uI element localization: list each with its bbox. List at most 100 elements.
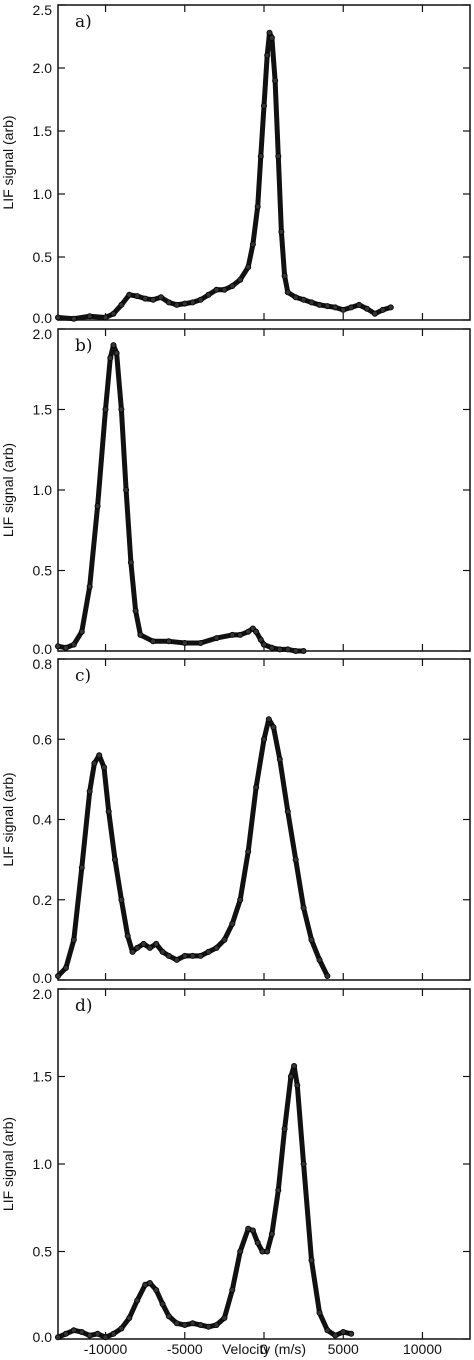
y-axis-label: LIF signal (arb)	[0, 443, 16, 537]
data-point	[324, 1327, 331, 1334]
data-point	[153, 1287, 160, 1294]
data-point	[270, 724, 277, 731]
panel-label: a)	[75, 12, 92, 32]
data-point	[150, 638, 157, 645]
data-point	[229, 631, 236, 638]
y-tick-label: 0.0	[33, 1329, 53, 1345]
data-point	[123, 486, 130, 493]
series-line	[55, 716, 330, 979]
data-point	[197, 1322, 204, 1329]
y-tick-label: 1.5	[33, 402, 53, 418]
data-point	[55, 314, 62, 321]
y-tick-label: 2.5	[33, 2, 53, 18]
data-point	[189, 299, 196, 306]
data-point	[165, 299, 172, 306]
data-point	[324, 973, 331, 980]
data-point	[142, 295, 149, 302]
data-point	[132, 607, 139, 614]
data-point	[181, 1322, 188, 1329]
data-point	[278, 228, 285, 235]
data-point	[237, 896, 244, 903]
data-point	[181, 952, 188, 959]
data-point	[300, 904, 307, 911]
y-tick-label: 0.0	[33, 970, 53, 986]
data-point	[229, 282, 236, 289]
data-point	[86, 1332, 93, 1339]
data-point	[264, 1248, 271, 1255]
data-point	[110, 342, 117, 349]
data-point	[101, 764, 108, 771]
data-point	[276, 646, 283, 653]
data-point	[340, 1329, 347, 1336]
y-tick-label: 1.0	[33, 1156, 53, 1172]
data-point	[150, 296, 157, 303]
data-point	[229, 920, 236, 927]
data-point	[205, 1323, 212, 1330]
data-point	[102, 1334, 109, 1341]
data-point	[237, 631, 244, 638]
data-point	[264, 52, 271, 59]
data-point	[197, 640, 204, 647]
data-point	[260, 641, 267, 648]
data-point	[253, 784, 260, 791]
data-point	[126, 291, 133, 298]
data-point	[55, 973, 62, 980]
y-tick-label: 0.8	[33, 656, 53, 672]
data-point	[159, 1301, 166, 1308]
data-point	[308, 299, 315, 306]
data-point	[126, 1315, 133, 1322]
data-point	[181, 640, 188, 647]
data-point	[308, 1257, 315, 1264]
data-point	[134, 293, 141, 300]
x-axis-label: Velocity (m/s)	[222, 1341, 306, 1357]
data-point	[62, 965, 69, 972]
y-axis-label: LIF signal (arb)	[0, 1117, 16, 1211]
data-point	[91, 760, 98, 767]
data-point	[221, 936, 228, 943]
data-point	[272, 77, 279, 84]
y-axis-label: LIF signal (arb)	[0, 115, 16, 209]
data-point	[173, 1320, 180, 1327]
data-point	[253, 628, 260, 635]
data-point	[260, 736, 267, 743]
data-point	[260, 102, 267, 109]
data-point	[134, 1297, 141, 1304]
y-axis-label: LIF signal (arb)	[0, 772, 16, 866]
data-point	[124, 932, 131, 939]
data-point	[118, 1325, 125, 1332]
data-point	[332, 304, 339, 311]
data-point	[165, 952, 172, 959]
data-point	[127, 559, 134, 566]
data-point	[356, 301, 363, 308]
data-point	[284, 808, 291, 815]
data-point	[112, 856, 119, 863]
series-line	[55, 30, 394, 322]
data-point	[173, 956, 180, 963]
data-point	[70, 936, 77, 943]
data-point	[291, 1063, 298, 1070]
data-point	[140, 940, 147, 947]
data-point	[254, 1239, 261, 1246]
data-point	[86, 313, 93, 320]
data-point	[113, 350, 120, 357]
plot-frame	[57, 988, 471, 1340]
plot-frame	[57, 658, 471, 981]
data-point	[70, 315, 77, 322]
data-point	[159, 948, 166, 955]
x-tick-label: -10000	[84, 1341, 128, 1357]
data-point	[110, 310, 117, 317]
data-point	[102, 406, 109, 413]
data-point	[173, 301, 180, 308]
panel-label: b)	[75, 336, 93, 356]
data-point	[94, 503, 101, 510]
x-tick-label: -5000	[167, 1341, 203, 1357]
data-point	[153, 940, 160, 947]
data-point	[237, 276, 244, 283]
data-point	[118, 406, 125, 413]
data-point	[276, 756, 283, 763]
data-point	[146, 1280, 153, 1287]
data-point	[129, 948, 136, 955]
data-point	[146, 944, 153, 951]
y-tick-label: 2.0	[33, 986, 53, 1002]
